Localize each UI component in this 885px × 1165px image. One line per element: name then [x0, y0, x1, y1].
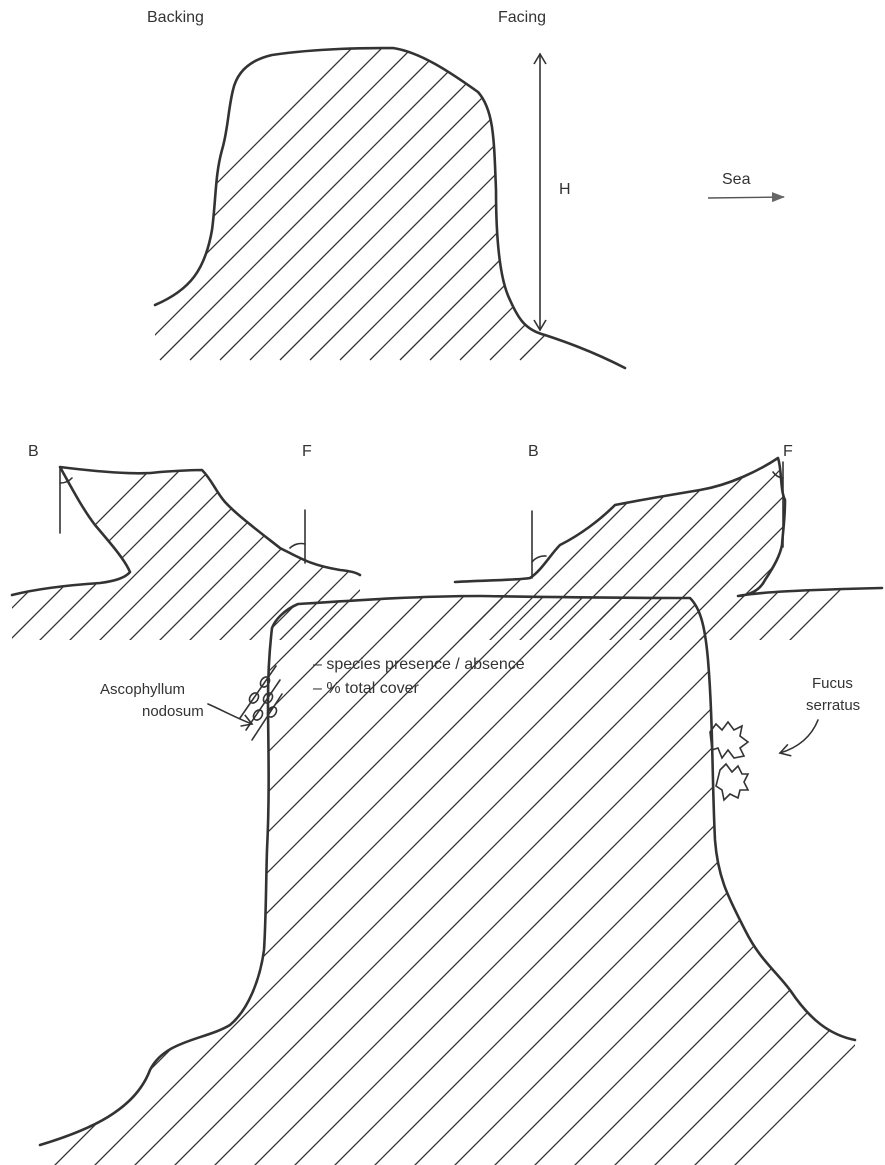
bottom-stack-outline	[38, 594, 857, 1147]
fucus-frond-icon	[709, 720, 750, 802]
ascophyllum-label-line1: Ascophyllum	[100, 681, 185, 698]
fucus-pointer-arrow	[778, 719, 819, 757]
height-label: H	[559, 181, 571, 198]
measure-species-presence: – species presence / absence	[313, 656, 525, 673]
bottom-species-profile: Ascophyllum nodosum Fucus serratus	[38, 594, 860, 1165]
sea-direction-arrow	[707, 192, 785, 203]
right-slope-outline	[453, 456, 884, 598]
right-backing-label: B	[528, 443, 539, 460]
fucus-label-line2: serratus	[806, 697, 860, 714]
facing-label: Facing	[498, 9, 546, 26]
measure-total-cover: – % total cover	[313, 680, 420, 697]
right-slope-hatching	[455, 458, 882, 640]
sea-label: Sea	[722, 171, 751, 188]
left-slope-outline	[10, 465, 362, 597]
right-facing-label: F	[783, 443, 793, 460]
ascophyllum-label-line2: nodosum	[142, 703, 204, 720]
right-backing-angle-arc	[531, 555, 547, 563]
right-facing-angle-arc	[772, 471, 784, 479]
fucus-label-line1: Fucus	[812, 675, 853, 692]
right-slope-profile: B F	[453, 443, 884, 640]
left-slope-hatching	[12, 467, 360, 640]
bottom-stack-hatching	[40, 596, 855, 1165]
left-backing-label: B	[28, 443, 39, 460]
backing-label: Backing	[147, 9, 204, 26]
top-stack-hatching	[155, 48, 625, 361]
ascophyllum-frond-icon	[239, 665, 283, 741]
left-facing-label: F	[302, 443, 312, 460]
ascophyllum-pointer-arrow	[207, 703, 254, 727]
left-slope-profile: B F	[10, 443, 362, 640]
left-backing-angle-arc	[59, 477, 73, 484]
top-stack-outline	[153, 46, 627, 370]
left-facing-angle-arc	[289, 542, 306, 549]
top-stack-profile: Backing Facing H Sea	[147, 9, 785, 370]
